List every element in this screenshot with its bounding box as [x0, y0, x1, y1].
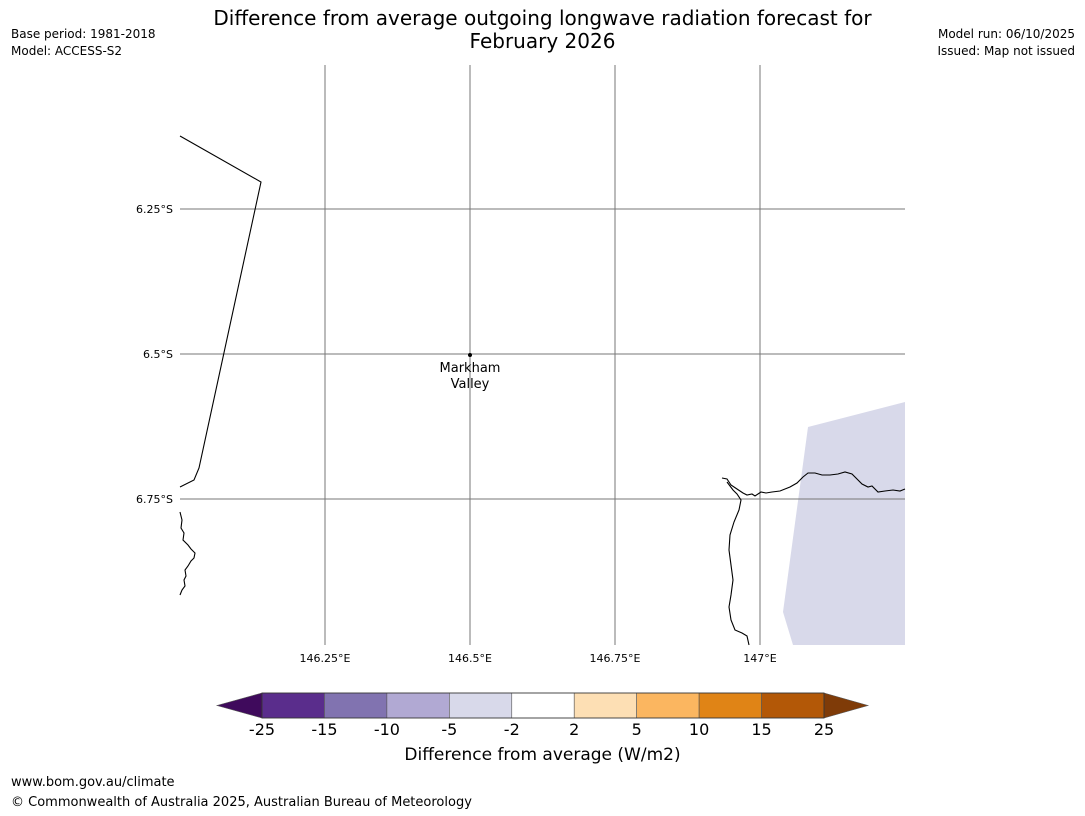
- base-period-text: Base period: 1981-2018: [11, 27, 156, 41]
- coastline-east: [721, 471, 906, 497]
- lon-labels: 146.25°E 146.5°E 146.75°E 147°E: [300, 652, 777, 665]
- colorbar-tick-label: -25: [249, 720, 275, 739]
- title-line-1: Difference from average outgoing longwav…: [213, 6, 872, 30]
- meta-left: Base period: 1981-2018 Model: ACCESS-S2: [11, 26, 156, 60]
- colorbar-tick-label: -2: [504, 720, 520, 739]
- issued-text: Issued: Map not issued: [937, 44, 1075, 58]
- footer-copyright: © Commonwealth of Australia 2025, Austra…: [11, 795, 472, 810]
- colorbar-tick-label: -10: [374, 720, 400, 739]
- model-run-text: Model run: 06/10/2025: [937, 27, 1075, 41]
- colorbar-segment: [261, 692, 325, 719]
- place-marker: Markham Valley: [440, 353, 501, 392]
- lon-label: 146.75°E: [590, 652, 641, 665]
- lon-label: 147°E: [743, 652, 776, 665]
- colorbar-outline: [261, 692, 825, 719]
- map-panel: Markham Valley 6.25°S 6.5°S 6.75°S 146.2…: [136, 65, 906, 665]
- meta-right: Model run: 06/10/2025 Issued: Map not is…: [937, 26, 1075, 60]
- colorbar-segment: [573, 692, 637, 719]
- place-point: [468, 353, 472, 357]
- colorbar-tick-label: 2: [569, 720, 579, 739]
- colorbar-segment: [636, 692, 700, 719]
- border-line: [179, 135, 262, 488]
- anomaly-fill-area: [783, 402, 905, 645]
- coastline: [179, 135, 906, 646]
- lat-label: 6.75°S: [136, 493, 173, 506]
- place-name-line-2: Valley: [451, 377, 490, 392]
- lon-label: 146.25°E: [300, 652, 351, 665]
- river-line: [726, 481, 750, 646]
- lat-label: 6.5°S: [143, 348, 173, 361]
- colorbar-segment: [449, 692, 513, 719]
- colorbar-segment: [698, 692, 762, 719]
- colorbar-segments: [215, 692, 870, 719]
- colorbar-tick-labels: -25 -15 -10 -5 -2 2 5 10 15 25: [249, 720, 834, 739]
- colorbar-tick-label: 25: [814, 720, 834, 739]
- lat-labels: 6.25°S 6.5°S 6.75°S: [136, 203, 173, 506]
- place-name-line-1: Markham: [440, 361, 501, 376]
- colorbar-title: Difference from average (W/m2): [404, 745, 681, 765]
- colorbar-segment: [511, 692, 575, 719]
- model-text: Model: ACCESS-S2: [11, 44, 123, 58]
- colorbar-segment: [761, 692, 825, 719]
- colorbar-extend-low: [215, 692, 263, 719]
- colorbar-tick-label: 15: [751, 720, 771, 739]
- anomaly-region: [783, 402, 905, 645]
- colorbar-segment: [386, 692, 450, 719]
- map-title: Difference from average outgoing longwav…: [0, 7, 1085, 53]
- colorbar-tick-label: -15: [311, 720, 337, 739]
- lon-label: 146.5°E: [448, 652, 492, 665]
- lat-label: 6.25°S: [136, 203, 173, 216]
- footer-url[interactable]: www.bom.gov.au/climate: [11, 775, 175, 790]
- colorbar-tick-label: 10: [689, 720, 709, 739]
- coastline-west: [179, 511, 196, 596]
- colorbar-tick-label: 5: [632, 720, 642, 739]
- colorbar-segment: [324, 692, 388, 719]
- title-line-2: February 2026: [469, 29, 616, 53]
- colorbar: -25 -15 -10 -5 -2 2 5 10 15 25: [215, 692, 870, 739]
- colorbar-extend-high: [823, 692, 870, 719]
- colorbar-tick-label: -5: [441, 720, 457, 739]
